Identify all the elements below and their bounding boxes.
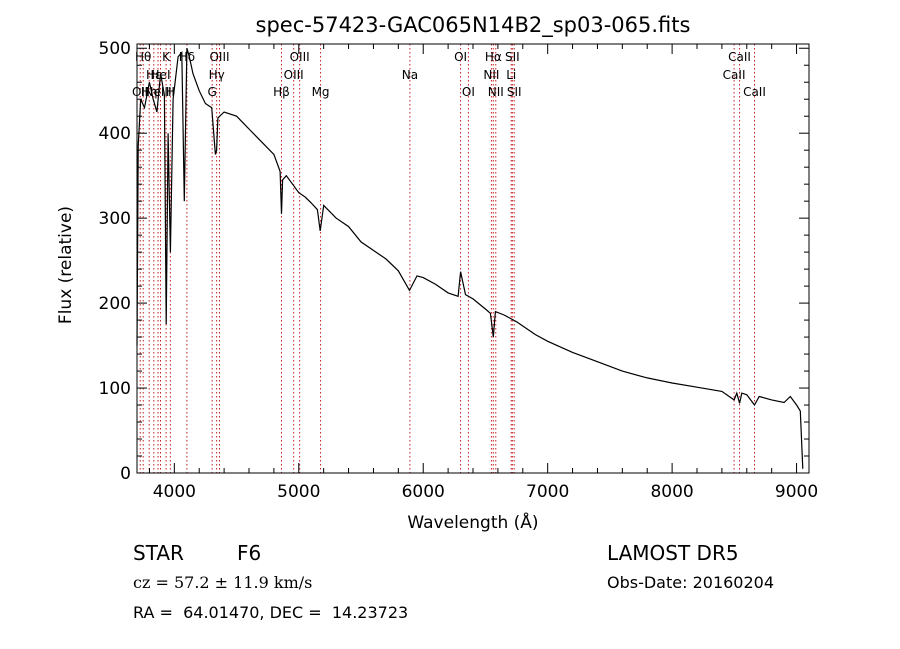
- spectral-line-label: G: [208, 85, 217, 99]
- spectral-line-label: CaII: [743, 85, 766, 99]
- spectral-line-label: OIII: [284, 68, 304, 82]
- spectral-line-label: Na: [402, 68, 418, 82]
- spectrum-line: [136, 48, 804, 469]
- spectral-line-label: K: [162, 50, 171, 64]
- y-axis-ticks: 0 100 200 300 400 500: [99, 39, 809, 484]
- spectral-line-label: CaII: [723, 68, 746, 82]
- y-tick-label: 0: [120, 464, 131, 484]
- x-tick-label: 6000: [402, 482, 445, 502]
- spectral-line-markers: [139, 44, 755, 473]
- spectral-line-label: SII: [507, 85, 522, 99]
- plot-frame: [136, 43, 810, 474]
- x-axis-label: Wavelength (Å): [407, 511, 538, 533]
- object-subclass: F6: [237, 541, 262, 565]
- spectral-line-label: SII: [505, 50, 520, 64]
- y-tick-label: 300: [99, 209, 131, 229]
- x-axis-ticks: 4000 5000 6000 7000 8000 9000: [148, 44, 818, 502]
- x-tick-label: 9000: [775, 482, 818, 502]
- x-tick-label: 8000: [650, 482, 693, 502]
- y-tick-label: 100: [99, 379, 131, 399]
- spectral-line-label: OI: [454, 50, 467, 64]
- spectral-line-labels: OIIHθHηHεNeIIIHeIKHHδGHγOIIIHβOIIIOIIIMg…: [132, 50, 766, 99]
- y-tick-label: 500: [99, 39, 131, 59]
- spectral-line-label: Hε: [146, 68, 162, 82]
- spectral-line-label: OIII: [209, 50, 229, 64]
- spectral-line-label: OIII: [290, 50, 310, 64]
- spectral-line-label: Hα: [485, 50, 502, 64]
- x-tick-label: 7000: [526, 482, 569, 502]
- chart-title: spec-57423-GAC065N14B2_sp03-065.fits: [256, 13, 691, 38]
- y-tick-label: 400: [99, 124, 131, 144]
- spectral-line-label: NII: [488, 85, 504, 99]
- spectral-line-label: Li: [506, 68, 516, 82]
- spectral-line-label: OI: [462, 85, 475, 99]
- spectral-line-label: CaII: [728, 50, 751, 64]
- survey-name: LAMOST DR5: [607, 541, 739, 565]
- spectral-line-label: Mg: [312, 85, 330, 99]
- spectral-line-label: NII: [483, 68, 499, 82]
- spectral-line-label: Hβ: [273, 85, 290, 99]
- redshift-text: cz = 57.2 ± 11.9 km/s: [133, 573, 313, 592]
- y-tick-label: 200: [99, 294, 131, 314]
- x-tick-label: 4000: [153, 482, 196, 502]
- spectral-line-label: Hγ: [209, 68, 225, 82]
- coordinates-text: RA = 64.01470, DEC = 14.23723: [133, 603, 409, 622]
- spectral-line-label: H: [166, 85, 175, 99]
- x-tick-label: 5000: [277, 482, 320, 502]
- y-axis-label: Flux (relative): [56, 206, 76, 324]
- spectral-line-label: Hη: [141, 85, 158, 99]
- spectral-line-label: OII: [132, 85, 149, 99]
- object-class: STAR: [133, 541, 184, 565]
- spectral-line-label: Hθ: [135, 50, 151, 64]
- observation-date: Obs-Date: 20160204: [607, 573, 775, 592]
